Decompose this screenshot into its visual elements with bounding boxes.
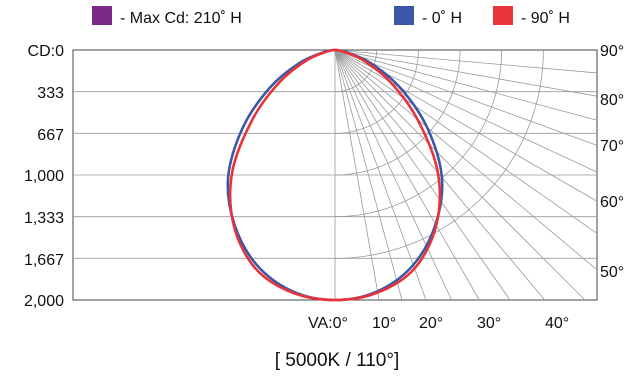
gridline-radial (334, 49, 452, 301)
legend-swatch-0h (394, 6, 414, 25)
gridline-radial (334, 49, 598, 74)
gridline-arc (334, 49, 503, 218)
angle-ticks-right: 90° 80° 70° 60° 50° (600, 43, 624, 281)
y-tick-label: 2,000 (24, 293, 64, 310)
gridline-radial (334, 49, 427, 301)
angle-tick-label: 70° (600, 138, 624, 155)
gridline-radial (334, 49, 598, 121)
gridline-arc (334, 49, 544, 259)
gridline-radial (334, 49, 598, 146)
gridline-radial (334, 49, 511, 301)
angle-tick-label: 90° (600, 43, 624, 60)
gridline-radial (334, 49, 598, 234)
y-tick-label: 667 (37, 127, 64, 144)
gridline-radial (334, 49, 403, 301)
angle-ticks-bottom: VA:0° 10° 20° 30° 40° (308, 315, 569, 332)
gridline-radial (334, 49, 598, 97)
legend: - Max Cd: 210˚ H - 0˚ H - 90˚ H (92, 6, 570, 27)
gridline-arc (334, 49, 461, 176)
angle-tick-label: 40° (545, 315, 569, 332)
angle-tick-label: 60° (600, 194, 624, 211)
gridline-radial (334, 49, 598, 271)
chart-caption: [ 5000K / 110°] (275, 350, 400, 371)
y-axis-ticks: CD:0 333 667 1,000 1,333 1,667 2,000 (24, 43, 64, 310)
legend-label-0h: - 0˚ H (422, 10, 462, 27)
legend-swatch-90h (493, 6, 513, 25)
angle-tick-label: 50° (600, 264, 624, 281)
y-tick-label: 1,000 (24, 168, 64, 185)
gridline-radial (334, 49, 598, 202)
gridline-radial (334, 49, 586, 301)
y-tick-label: 1,333 (24, 210, 64, 227)
legend-swatch-max-cd (92, 6, 112, 25)
angle-tick-label: 10° (372, 315, 396, 332)
angle-tick-label: 20° (419, 315, 443, 332)
series-curve (228, 48, 442, 302)
gridline-arc (334, 49, 378, 93)
y-tick-label: 333 (37, 85, 64, 102)
angle-tick-label: VA:0° (308, 315, 348, 332)
gridline-radial (334, 49, 480, 301)
angle-tick-label: 30° (477, 315, 501, 332)
angle-tick-label: 80° (600, 92, 624, 109)
y-tick-label: CD:0 (28, 43, 65, 60)
gridline-arc (334, 49, 419, 134)
gridline-radial (334, 49, 546, 301)
gridline-radial (334, 49, 380, 301)
grid (73, 49, 598, 301)
curves (226, 48, 444, 302)
y-tick-label: 1,667 (24, 252, 64, 269)
legend-label-90h: - 90˚ H (521, 10, 570, 27)
legend-label-max-cd: - Max Cd: 210˚ H (120, 10, 242, 27)
